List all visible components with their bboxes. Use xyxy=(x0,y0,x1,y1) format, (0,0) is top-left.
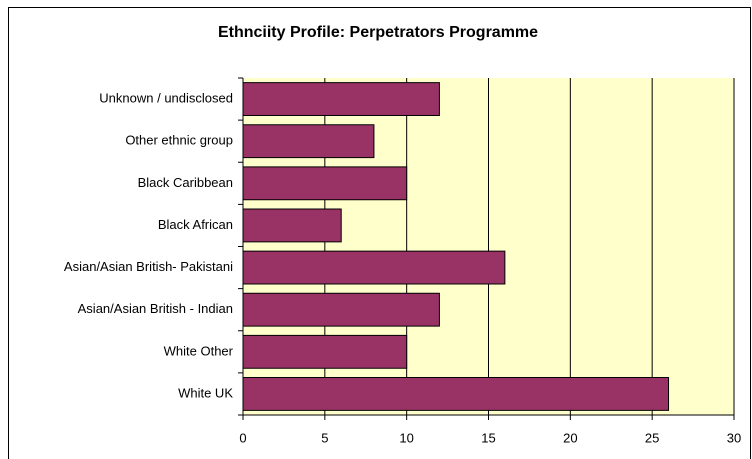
x-tick-label: 0 xyxy=(239,430,246,445)
y-tick-label: Black African xyxy=(158,217,233,232)
x-tick-label: 20 xyxy=(563,430,577,445)
y-tick-label: White Other xyxy=(164,343,234,358)
x-tick-label: 5 xyxy=(321,430,328,445)
bar xyxy=(242,250,506,285)
y-tick-label: Asian/Asian British- Pakistani xyxy=(64,259,233,274)
bar xyxy=(242,166,408,201)
y-tick-label: Asian/Asian British - Indian xyxy=(78,301,233,316)
x-tick-label: 10 xyxy=(399,430,413,445)
chart-title: Ethnciity Profile: Perpetrators Programm… xyxy=(218,24,538,41)
x-tick-label: 25 xyxy=(645,430,659,445)
bar xyxy=(242,292,440,327)
x-tick-label: 30 xyxy=(727,430,741,445)
bar xyxy=(242,82,440,116)
y-tick-label: Unknown / undisclosed xyxy=(99,91,233,106)
y-tick-label: White UK xyxy=(178,385,233,400)
bar xyxy=(242,334,408,369)
bar xyxy=(242,377,670,411)
y-tick-label: Black Caribbean xyxy=(138,175,233,190)
bar xyxy=(242,124,375,159)
bar xyxy=(242,208,342,243)
x-tick-label: 15 xyxy=(481,430,495,445)
y-tick-label: Other ethnic group xyxy=(125,133,233,148)
